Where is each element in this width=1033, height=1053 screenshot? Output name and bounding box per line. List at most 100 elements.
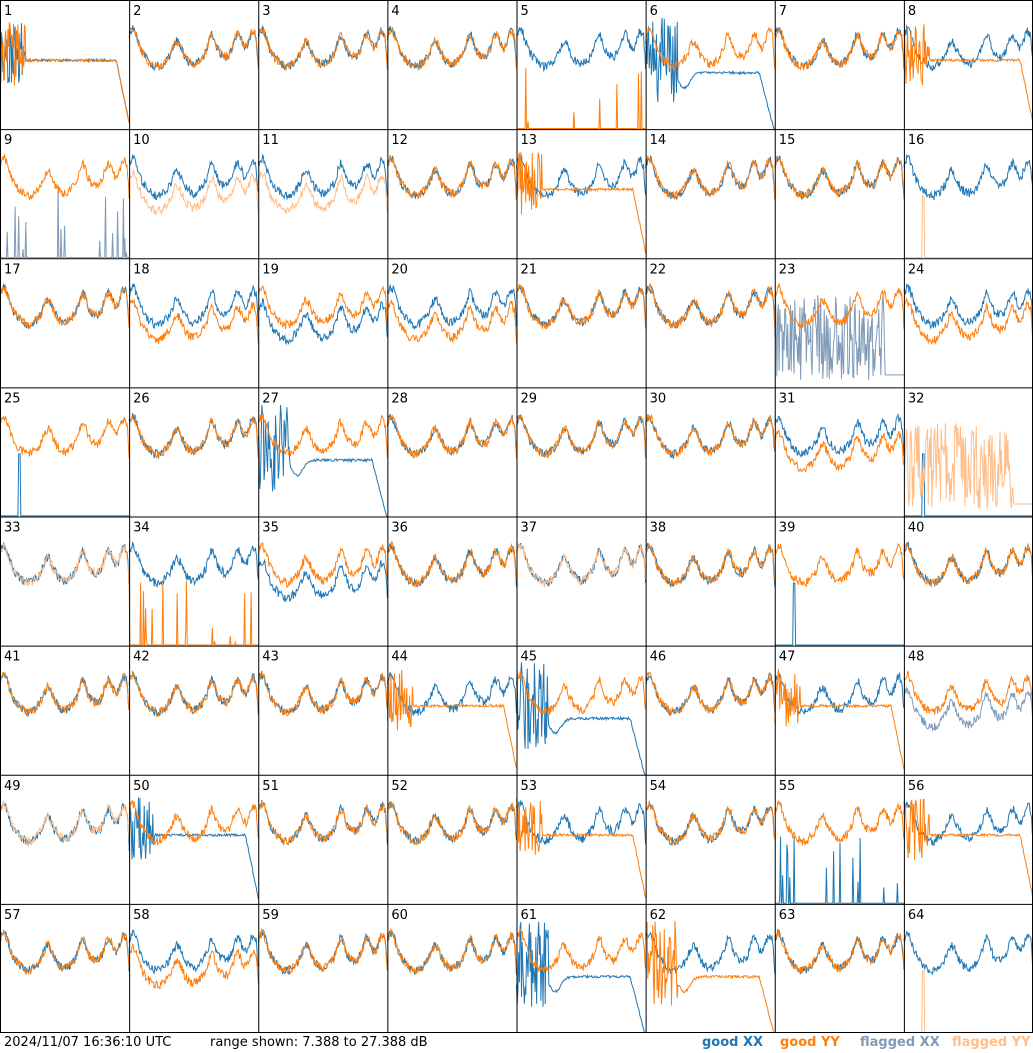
- series-yy-line: [386, 26, 517, 71]
- panel-15: 15: [774, 133, 905, 200]
- panel-63: 63: [774, 908, 905, 975]
- series-yy-line: [516, 928, 647, 973]
- series-yy-line: [128, 800, 259, 847]
- panel-label: 38: [650, 521, 667, 536]
- panel-64: 64: [903, 908, 1033, 1033]
- panel-38: 38: [645, 521, 776, 589]
- series-xx-line: [128, 154, 259, 201]
- series-yy-line: [774, 283, 905, 329]
- panel-26: 26: [128, 391, 259, 460]
- panel-label: 2: [133, 4, 141, 19]
- panel-label: 48: [908, 650, 925, 665]
- series-xx-line: [516, 154, 647, 200]
- series-xx-line: [0, 453, 130, 517]
- series-yy-line: [257, 542, 388, 588]
- panel-40: 40: [903, 521, 1033, 588]
- panel-30: 30: [645, 391, 776, 460]
- panel-60: 60: [386, 908, 517, 975]
- panel-label: 62: [650, 908, 667, 923]
- series-xx-line: [257, 929, 388, 975]
- series-yy-line: [386, 414, 517, 459]
- series-xx-line: [516, 26, 647, 73]
- series-yy-line: [774, 155, 905, 200]
- panel-label: 47: [779, 650, 796, 665]
- series-xx-line: [645, 285, 776, 329]
- series-yy-line: [386, 669, 517, 768]
- panel-label: 63: [779, 908, 796, 923]
- panel-label: 5: [521, 4, 529, 19]
- series-xx-line: [128, 929, 259, 974]
- series-yy-line: [258, 801, 388, 846]
- series-xx-line: [257, 558, 388, 603]
- panel-9: 9: [0, 133, 130, 259]
- panel-53: 53: [516, 779, 647, 899]
- panel-11: 11: [257, 133, 388, 215]
- series-xx-line: [386, 543, 517, 588]
- panel-21: 21: [516, 262, 647, 330]
- series-yy-line: [645, 921, 775, 1033]
- panel-54: 54: [645, 779, 776, 847]
- panel-label: 34: [133, 521, 150, 536]
- footer: 2024/11/07 16:36:10 UTC range shown: 7.3…: [0, 1033, 1033, 1053]
- panel-41: 41: [0, 650, 130, 717]
- panel-label: 18: [133, 262, 150, 277]
- series-yy-line: [516, 68, 646, 129]
- panel-label: 16: [908, 133, 925, 148]
- panel-45: 45: [516, 650, 647, 776]
- panel-label: 10: [133, 133, 150, 148]
- series-yy-line: [128, 27, 259, 71]
- series-yy-line: [903, 423, 1033, 509]
- series-yy-line: [516, 284, 647, 330]
- panel-25: 25: [0, 391, 130, 517]
- legend-good-xx: good XX: [702, 1035, 764, 1050]
- panel-18: 18: [128, 262, 259, 345]
- panel-42: 42: [128, 650, 259, 718]
- series-xx-line: [516, 662, 646, 776]
- panel-label: 40: [908, 521, 925, 536]
- panel-52: 52: [386, 779, 517, 846]
- panel-39: 39: [774, 521, 905, 646]
- series-xx-line: [516, 921, 646, 1033]
- panel-3: 3: [257, 4, 388, 72]
- panel-label: 25: [4, 391, 21, 406]
- panel-label: 41: [4, 650, 21, 665]
- panel-46: 46: [645, 650, 776, 717]
- series-yy-line: [0, 21, 130, 122]
- panel-29: 29: [516, 391, 647, 460]
- panel-label: 55: [779, 779, 796, 794]
- panel-label: 32: [908, 391, 925, 406]
- series-xx-line: [774, 836, 904, 904]
- series-yy-line: [903, 969, 1033, 1033]
- series-xx-line: [257, 297, 388, 346]
- panel-19: 19: [257, 262, 388, 346]
- series-yy-line: [128, 414, 259, 459]
- panel-17: 17: [0, 262, 130, 330]
- panel-label: 21: [521, 262, 538, 277]
- panel-23: 23: [774, 262, 905, 380]
- panel-61: 61: [516, 908, 647, 1033]
- series-yy-line: [645, 671, 776, 716]
- panel-10: 10: [128, 133, 259, 216]
- series-yy-line: [903, 195, 1033, 259]
- series-xx-line: [0, 184, 130, 259]
- panel-label: 49: [4, 779, 21, 794]
- series-yy-line: [128, 169, 259, 216]
- series-xx-line: [774, 294, 904, 380]
- panel-label: 29: [521, 391, 538, 406]
- series-yy-line: [903, 542, 1033, 587]
- panel-27: 27: [257, 391, 388, 517]
- panel-label: 20: [391, 262, 408, 277]
- series-xx-line: [645, 17, 775, 130]
- panel-51: 51: [258, 779, 388, 846]
- series-yy-line: [903, 297, 1033, 346]
- series-yy-line: [386, 800, 517, 846]
- series-yy-line: [128, 572, 259, 646]
- panel-14: 14: [645, 133, 776, 200]
- series-xx-line: [258, 800, 388, 845]
- panel-43: 43: [257, 650, 388, 717]
- series-yy-line: [257, 414, 388, 459]
- series-yy-line: [386, 298, 517, 344]
- panel-5: 5: [516, 4, 647, 129]
- panel-24: 24: [903, 262, 1033, 346]
